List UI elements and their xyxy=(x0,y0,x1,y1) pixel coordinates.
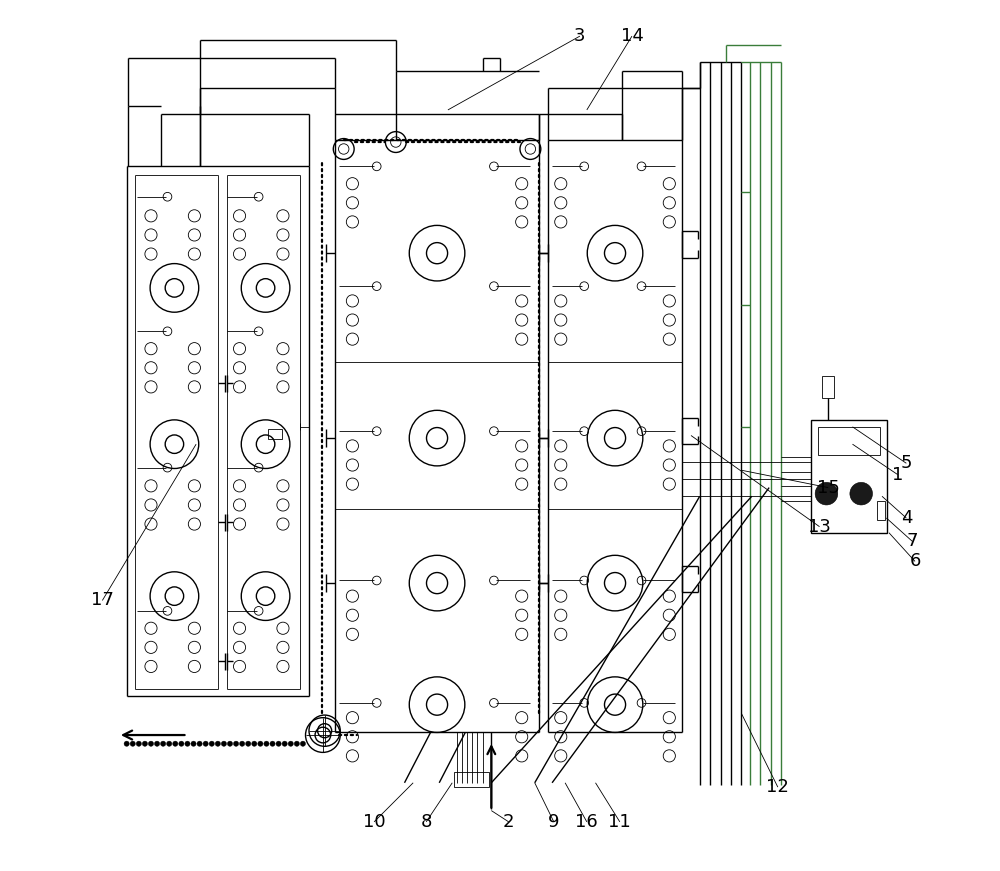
Text: 16: 16 xyxy=(575,813,598,831)
Bar xyxy=(818,427,880,455)
Circle shape xyxy=(850,483,872,505)
Circle shape xyxy=(233,741,239,746)
Circle shape xyxy=(246,741,251,746)
Circle shape xyxy=(252,741,257,746)
Circle shape xyxy=(209,741,214,746)
Circle shape xyxy=(154,741,160,746)
Bar xyxy=(811,420,887,533)
Circle shape xyxy=(215,741,220,746)
Text: 11: 11 xyxy=(608,813,631,831)
Circle shape xyxy=(815,483,838,505)
Text: 10: 10 xyxy=(363,813,385,831)
Circle shape xyxy=(258,741,263,746)
Circle shape xyxy=(167,741,172,746)
Text: 1: 1 xyxy=(892,466,903,483)
Text: 5: 5 xyxy=(901,455,912,472)
Circle shape xyxy=(179,741,184,746)
Circle shape xyxy=(197,741,202,746)
Circle shape xyxy=(221,741,227,746)
Text: 9: 9 xyxy=(548,813,560,831)
Text: 13: 13 xyxy=(808,517,831,536)
Circle shape xyxy=(142,741,148,746)
Circle shape xyxy=(300,741,306,746)
Text: 4: 4 xyxy=(901,509,912,527)
Bar xyxy=(268,429,282,439)
Circle shape xyxy=(227,741,233,746)
Circle shape xyxy=(185,741,190,746)
Circle shape xyxy=(203,741,208,746)
Text: 15: 15 xyxy=(817,478,840,496)
Circle shape xyxy=(288,741,293,746)
Circle shape xyxy=(148,741,154,746)
Bar xyxy=(822,376,834,398)
Circle shape xyxy=(240,741,245,746)
Text: 8: 8 xyxy=(421,813,432,831)
Circle shape xyxy=(264,741,269,746)
Circle shape xyxy=(124,741,129,746)
Text: 7: 7 xyxy=(907,532,918,550)
Circle shape xyxy=(270,741,275,746)
Text: 17: 17 xyxy=(91,591,114,610)
Circle shape xyxy=(130,741,135,746)
Bar xyxy=(454,772,489,787)
Text: 6: 6 xyxy=(909,552,921,571)
Circle shape xyxy=(161,741,166,746)
Circle shape xyxy=(173,741,178,746)
Circle shape xyxy=(136,741,141,746)
Text: 12: 12 xyxy=(766,778,789,796)
Text: 14: 14 xyxy=(621,27,643,45)
Circle shape xyxy=(282,741,287,746)
Bar xyxy=(877,501,885,520)
Circle shape xyxy=(191,741,196,746)
Text: 2: 2 xyxy=(503,813,514,831)
Circle shape xyxy=(294,741,299,746)
Text: 3: 3 xyxy=(574,27,586,45)
Circle shape xyxy=(276,741,281,746)
